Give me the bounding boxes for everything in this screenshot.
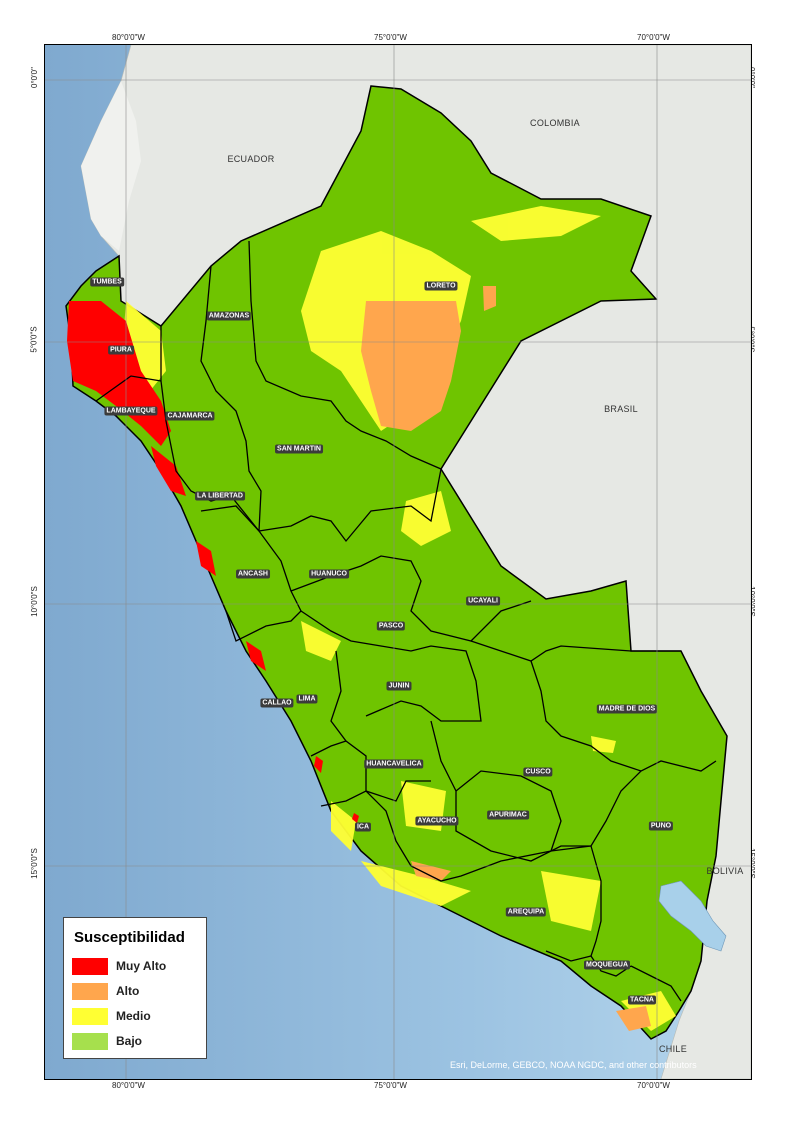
susceptibility-map[interactable]	[45, 45, 751, 1079]
grid-label-left-15s: 15°0'0"S	[29, 848, 39, 879]
country-label-chile: CHILE	[658, 1044, 688, 1054]
region-label-piura: PIURA	[108, 345, 134, 355]
legend-item-bajo: Bajo	[72, 1033, 202, 1053]
map-attribution: Esri, DeLorme, GEBCO, NOAA NGDC, and oth…	[450, 1060, 697, 1070]
grid-label-left-5s: 5°0'0"S	[29, 326, 39, 353]
region-label-tacna: TACNA	[628, 995, 656, 1005]
legend-item-muy-alto: Muy Alto	[72, 958, 202, 978]
legend-label-alto: Alto	[116, 984, 140, 998]
legend-swatch-alto	[72, 983, 108, 1000]
grid-label-left-0: 0°0'0"	[29, 67, 39, 88]
graticule	[45, 45, 751, 1079]
legend-label-muy-alto: Muy Alto	[116, 959, 167, 973]
grid-label-top-75w: 75°0'0"W	[374, 33, 407, 42]
region-label-cajamarca: CAJAMARCA	[165, 411, 215, 421]
region-label-junin: JUNIN	[386, 681, 412, 691]
region-label-cusco: CUSCO	[523, 767, 553, 777]
legend-label-bajo: Bajo	[116, 1034, 143, 1048]
country-label-colombia: COLOMBIA	[530, 118, 580, 128]
region-label-huanuco: HUANUCO	[309, 569, 349, 579]
region-label-loreto: LORETO	[424, 281, 458, 291]
peru-territory[interactable]	[65, 85, 728, 1040]
legend-item-alto: Alto	[72, 983, 202, 1003]
legend-title: Susceptibilidad	[74, 929, 185, 946]
region-label-apurimac: APURIMAC	[487, 810, 529, 820]
country-label-bolivia: BOLIVIA	[706, 866, 744, 876]
region-label-ancash: ANCASH	[236, 569, 270, 579]
region-label-lima: LIMA	[296, 694, 318, 704]
map-frame[interactable]: COLOMBIA ECUADOR BRASIL BOLIVIA CHILE TU…	[44, 44, 752, 1080]
lake-titicaca	[658, 880, 727, 952]
region-label-huancavelica: HUANCAVELICA	[364, 759, 424, 769]
region-label-la-libertad: LA LIBERTAD	[195, 491, 245, 501]
legend: Susceptibilidad Muy Alto Alto Medio Bajo	[63, 917, 207, 1059]
region-label-ucayali: UCAYALI	[466, 596, 500, 606]
grid-label-bottom-75w: 75°0'0"W	[374, 1081, 407, 1090]
region-label-moquegua: MOQUEGUA	[584, 960, 630, 970]
country-label-brasil: BRASIL	[604, 404, 638, 414]
legend-item-medio: Medio	[72, 1008, 202, 1028]
region-label-ayacucho: AYACUCHO	[415, 816, 459, 826]
region-label-lambayeque: LAMBAYEQUE	[104, 406, 158, 416]
region-label-callao: CALLAO	[260, 698, 294, 708]
legend-swatch-medio	[72, 1008, 108, 1025]
region-label-arequipa: AREQUIPA	[505, 907, 547, 917]
grid-label-bottom-70w: 70°0'0"W	[637, 1081, 670, 1090]
region-label-puno: PUNO	[648, 821, 674, 831]
country-label-ecuador: ECUADOR	[227, 154, 275, 164]
region-label-tumbes: TUMBES	[90, 277, 124, 287]
legend-swatch-muy-alto	[72, 958, 108, 975]
legend-label-medio: Medio	[116, 1009, 151, 1023]
grid-label-top-80w: 80°0'0"W	[112, 33, 145, 42]
region-label-ica: ICA	[354, 822, 372, 832]
region-label-amazonas: AMAZONAS	[206, 311, 252, 321]
legend-swatch-bajo	[72, 1033, 108, 1050]
region-label-san-martin: SAN MARTIN	[275, 444, 323, 454]
grid-label-left-10s: 10°0'0"S	[29, 586, 39, 617]
region-label-pasco: PASCO	[376, 621, 406, 631]
region-label-madre-de-dios: MADRE DE DIOS	[596, 704, 658, 714]
grid-label-top-70w: 70°0'0"W	[637, 33, 670, 42]
grid-label-bottom-80w: 80°0'0"W	[112, 1081, 145, 1090]
